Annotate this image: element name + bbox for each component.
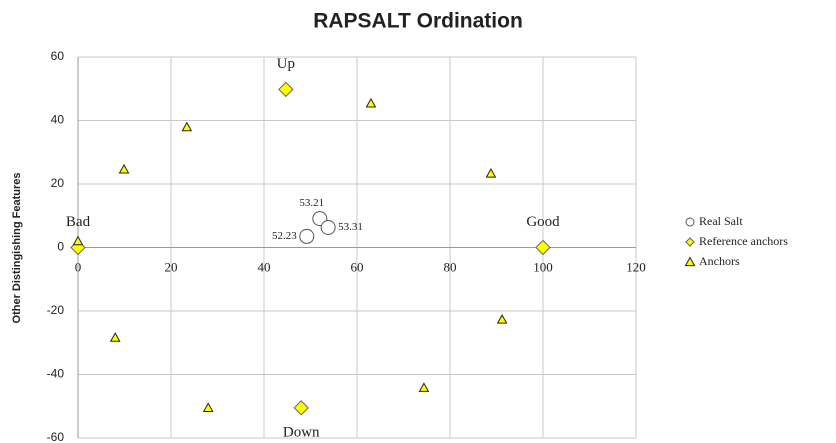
y-tick-label: -60 (47, 430, 65, 443)
point (320, 219, 336, 235)
y-tick-label: 20 (51, 176, 65, 190)
x-tick-label: 20 (165, 259, 178, 274)
point (365, 97, 377, 108)
point (485, 167, 497, 178)
point (72, 235, 84, 246)
legend-marker (685, 237, 695, 247)
point (109, 332, 121, 342)
legend-marker (685, 217, 695, 227)
legend-label: Anchors (699, 254, 740, 268)
annotation: Up (277, 56, 295, 72)
point (299, 228, 315, 244)
point (418, 382, 430, 392)
legend-label: Reference anchors (699, 234, 788, 248)
legend-marker (684, 256, 696, 267)
y-tick-label: 40 (51, 113, 65, 127)
chart-title: RAPSALT Ordination (313, 10, 523, 33)
annotation: Down (283, 424, 320, 440)
y-tick-label: -40 (47, 367, 65, 381)
y-axis-label: Other Distingishing Features (11, 173, 23, 324)
x-tick-label: 120 (626, 259, 646, 274)
x-tick-label: 100 (533, 259, 553, 274)
x-tick-label: 80 (444, 259, 457, 274)
y-tick-label: -20 (47, 303, 65, 317)
point-label: 53.21 (299, 197, 324, 209)
point-label: 52.23 (272, 230, 297, 242)
y-tick-label: 60 (51, 49, 65, 63)
annotation: Bad (66, 214, 91, 230)
point-label: 53.31 (338, 221, 363, 233)
annotation: Good (526, 214, 560, 230)
point (535, 239, 551, 256)
x-tick-label: 60 (351, 259, 364, 274)
point (278, 81, 294, 98)
x-tick-label: 40 (258, 259, 271, 274)
point (118, 163, 130, 174)
point (496, 314, 508, 324)
point (181, 121, 193, 132)
legend-label: Real Salt (699, 214, 743, 228)
y-tick-label: 0 (57, 240, 64, 254)
point (293, 400, 309, 416)
point (202, 402, 214, 412)
